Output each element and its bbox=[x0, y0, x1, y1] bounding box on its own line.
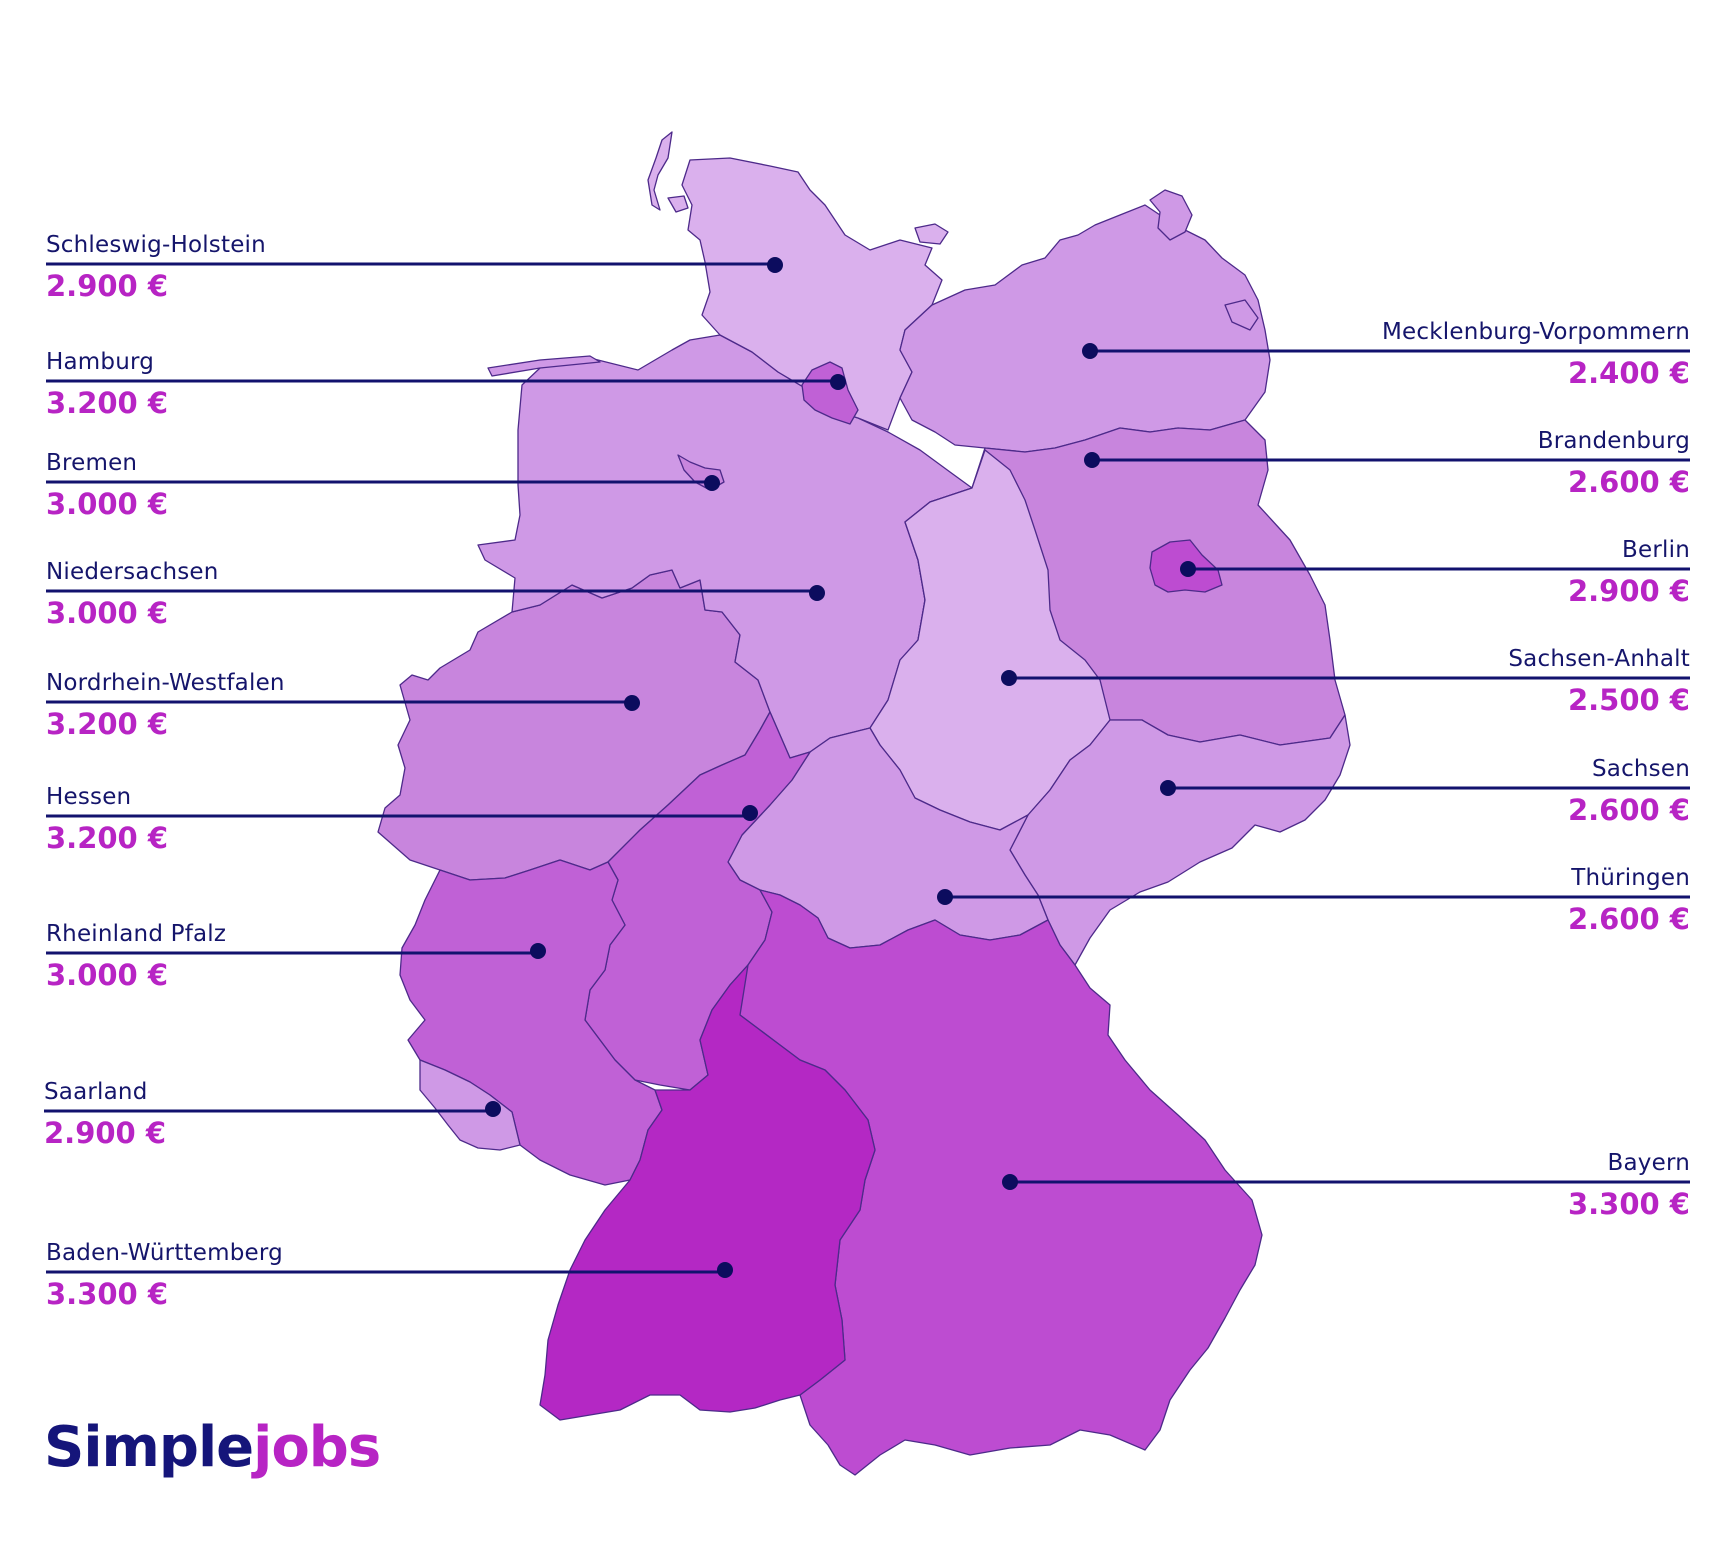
island-fehmarn bbox=[914, 223, 949, 245]
state-salary: 3.300 € bbox=[46, 1277, 169, 1311]
state-salary: 2.600 € bbox=[1567, 465, 1690, 499]
pin-marker-brandenburg bbox=[1084, 452, 1100, 468]
island-foehr bbox=[667, 195, 689, 213]
state-label-saarland: Saarland 2.900 € bbox=[44, 1077, 166, 1153]
pin-marker-bayern bbox=[1002, 1174, 1018, 1190]
region-saarland bbox=[419, 1059, 521, 1151]
state-name: Baden-Württemberg bbox=[46, 1240, 283, 1266]
state-label-brandenburg: Brandenburg 2.600 € bbox=[1538, 426, 1690, 502]
pin-marker-baden-wuerttemberg bbox=[717, 1262, 733, 1278]
state-name: Nordrhein-Westfalen bbox=[46, 670, 285, 696]
state-salary: 2.900 € bbox=[46, 269, 169, 303]
state-name: Schleswig-Holstein bbox=[46, 232, 266, 258]
pin-marker-rheinland-pfalz bbox=[530, 943, 546, 959]
state-label-mecklenburg-vorpommern: Mecklenburg-Vorpommern 2.400 € bbox=[1382, 317, 1690, 393]
island-ruegen bbox=[1149, 189, 1193, 241]
state-label-berlin: Berlin 2.900 € bbox=[1568, 535, 1690, 611]
state-label-thueringen: Thüringen 2.600 € bbox=[1568, 863, 1690, 939]
island-usedom bbox=[1224, 299, 1259, 331]
island-east-frisian bbox=[487, 355, 601, 377]
pin-marker-sachsen bbox=[1160, 780, 1176, 796]
pin-marker-berlin bbox=[1180, 561, 1196, 577]
pin-marker-niedersachsen bbox=[809, 585, 825, 601]
state-label-nordrhein-westfalen: Nordrhein-Westfalen 3.200 € bbox=[46, 668, 285, 744]
state-salary: 3.000 € bbox=[46, 596, 169, 630]
state-salary: 3.000 € bbox=[46, 958, 169, 992]
state-label-bayern: Bayern 3.300 € bbox=[1568, 1148, 1690, 1224]
state-label-sachsen-anhalt: Sachsen-Anhalt 2.500 € bbox=[1508, 644, 1690, 720]
state-name: Niedersachsen bbox=[46, 559, 219, 585]
state-salary: 2.600 € bbox=[1567, 902, 1690, 936]
state-name: Bremen bbox=[46, 450, 138, 476]
state-salary: 2.400 € bbox=[1567, 356, 1690, 390]
state-salary: 3.200 € bbox=[46, 707, 169, 741]
state-name: Rheinland Pfalz bbox=[46, 921, 227, 947]
pin-marker-schleswig-holstein bbox=[767, 257, 783, 273]
state-name: Thüringen bbox=[1571, 865, 1690, 891]
pin-marker-bremen bbox=[704, 475, 720, 491]
state-name: Sachsen-Anhalt bbox=[1508, 646, 1690, 672]
state-name: Hamburg bbox=[46, 349, 155, 375]
island-sylt bbox=[647, 131, 673, 211]
pin-marker-sachsen-anhalt bbox=[1001, 670, 1017, 686]
state-label-sachsen: Sachsen 2.600 € bbox=[1568, 754, 1690, 830]
state-label-bremen: Bremen 3.000 € bbox=[46, 448, 168, 524]
pin-marker-mecklenburg-vorpommern bbox=[1082, 343, 1098, 359]
state-name: Hessen bbox=[46, 784, 132, 810]
logo-part-simple: Simple bbox=[44, 1415, 254, 1480]
state-name: Brandenburg bbox=[1537, 428, 1690, 454]
state-salary: 3.000 € bbox=[46, 487, 169, 521]
state-name: Mecklenburg-Vorpommern bbox=[1382, 319, 1690, 345]
state-name: Saarland bbox=[44, 1079, 148, 1105]
state-salary: 2.900 € bbox=[1567, 574, 1690, 608]
state-label-niedersachsen: Niedersachsen 3.000 € bbox=[46, 557, 219, 633]
pin-marker-hessen bbox=[742, 805, 758, 821]
pin-marker-thueringen bbox=[937, 889, 953, 905]
state-salary: 3.300 € bbox=[1567, 1187, 1690, 1221]
pin-marker-nordrhein-westfalen bbox=[624, 695, 640, 711]
state-name: Bayern bbox=[1607, 1150, 1690, 1176]
state-name: Berlin bbox=[1622, 537, 1690, 563]
state-salary: 3.200 € bbox=[46, 821, 169, 855]
pin-marker-hamburg bbox=[830, 374, 846, 390]
region-baden-wuerttemberg bbox=[539, 964, 876, 1421]
state-label-rheinland-pfalz: Rheinland Pfalz 3.000 € bbox=[46, 919, 226, 995]
state-salary: 2.600 € bbox=[1567, 793, 1690, 827]
state-salary: 3.200 € bbox=[46, 386, 169, 420]
map-leaders bbox=[44, 257, 1690, 1278]
state-label-baden-wuerttemberg: Baden-Württemberg 3.300 € bbox=[46, 1238, 283, 1314]
state-salary: 2.900 € bbox=[44, 1116, 167, 1150]
state-label-schleswig-holstein: Schleswig-Holstein 2.900 € bbox=[46, 230, 266, 306]
pin-marker-saarland bbox=[485, 1101, 501, 1117]
logo-part-jobs: jobs bbox=[253, 1415, 381, 1480]
state-name: Sachsen bbox=[1591, 756, 1690, 782]
state-label-hamburg: Hamburg 3.200 € bbox=[46, 347, 168, 423]
simplejobs-logo: Simplejobs bbox=[44, 1415, 381, 1480]
region-mecklenburg-vorpommern bbox=[899, 204, 1271, 453]
state-label-hessen: Hessen 3.200 € bbox=[46, 782, 168, 858]
state-salary: 2.500 € bbox=[1567, 683, 1690, 717]
